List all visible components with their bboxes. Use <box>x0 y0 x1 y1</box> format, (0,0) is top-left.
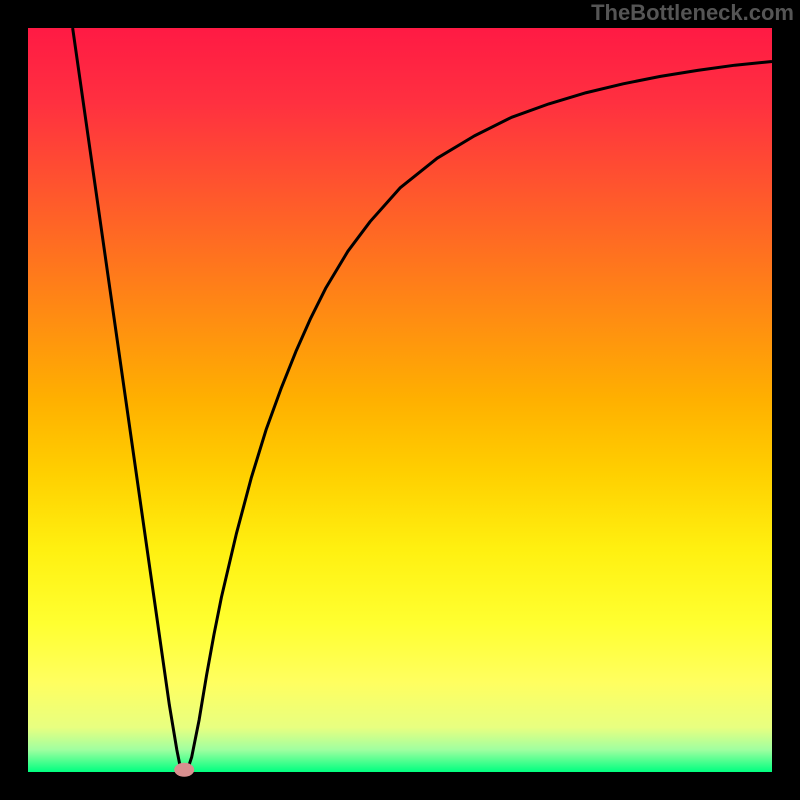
min-marker <box>174 763 194 777</box>
watermark-text: TheBottleneck.com <box>591 0 794 26</box>
bottleneck-chart <box>0 0 800 800</box>
chart-container: TheBottleneck.com <box>0 0 800 800</box>
plot-background <box>28 28 772 772</box>
